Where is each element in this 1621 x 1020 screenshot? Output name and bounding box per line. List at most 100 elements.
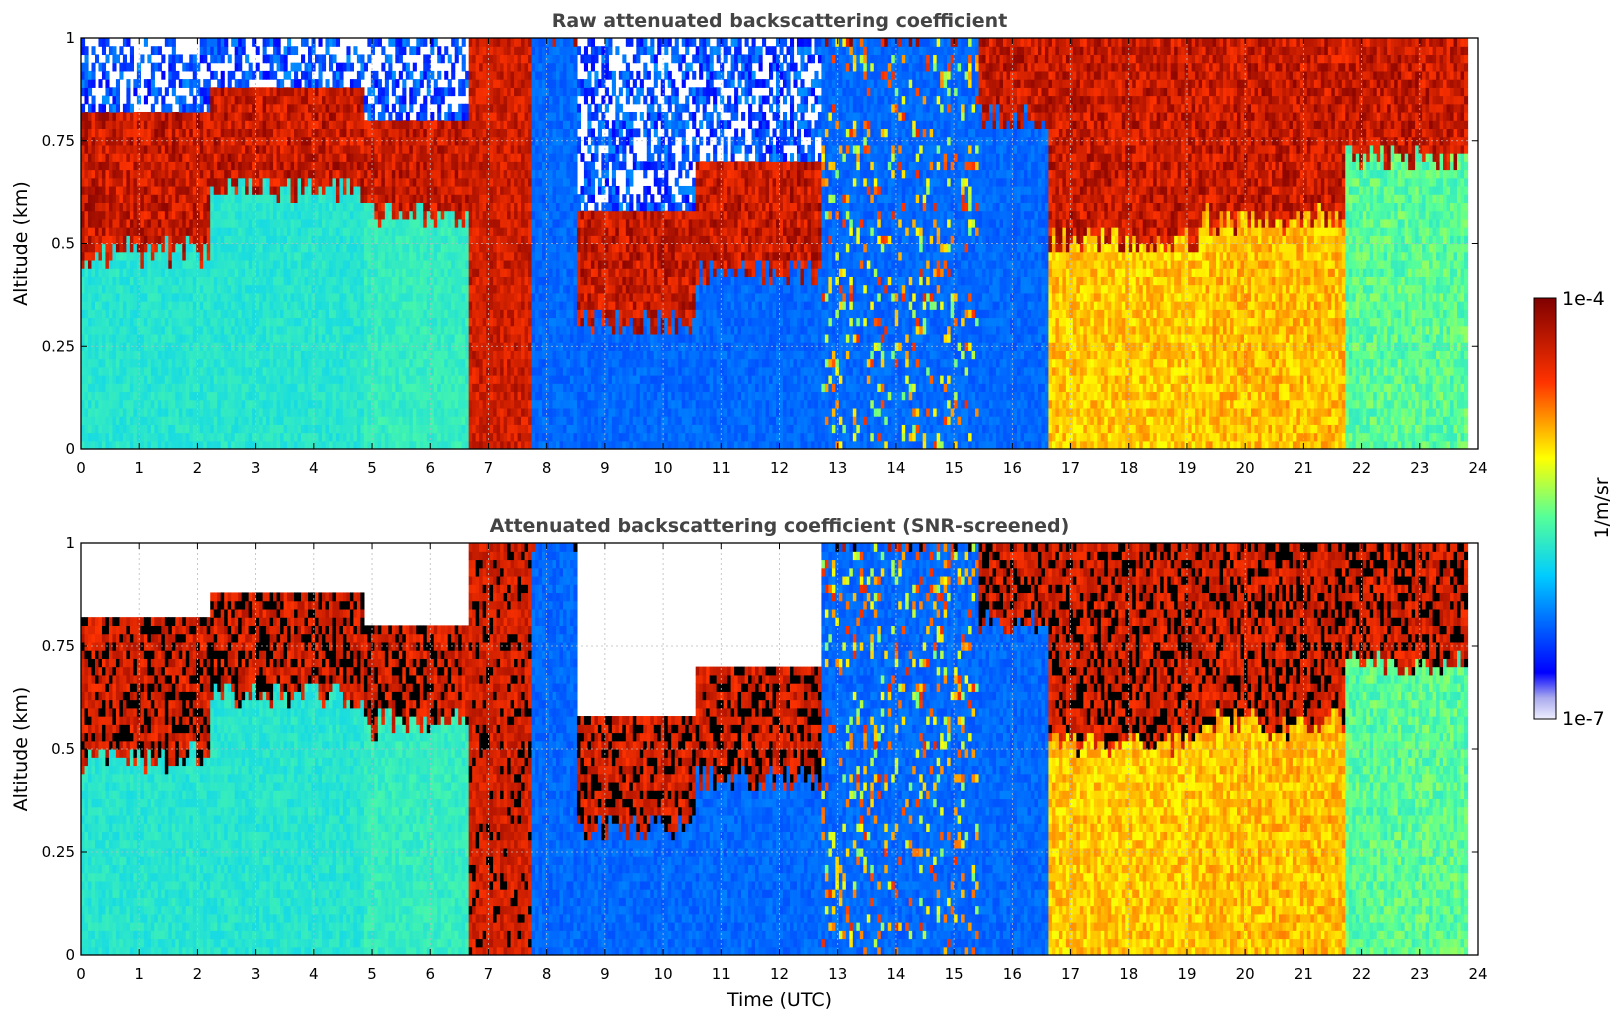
heatmap-cell: [231, 235, 236, 245]
heatmap-cell: [437, 309, 442, 319]
heatmap-cell: [178, 325, 183, 335]
heatmap-cell: [94, 350, 100, 360]
heatmap-cell: [227, 432, 232, 442]
heatmap-cell: [454, 38, 459, 47]
heatmap-cell: [433, 391, 438, 401]
heatmap-cell: [349, 301, 355, 310]
heatmap-cell: [238, 194, 243, 203]
heatmap-cell: [175, 235, 180, 245]
heatmap-cell: [115, 235, 121, 245]
heatmap-cell: [231, 292, 236, 302]
heatmap-cell: [234, 62, 239, 72]
heatmap-cell: [133, 136, 138, 146]
heatmap-cell: [311, 202, 316, 212]
heatmap-cell: [332, 210, 337, 220]
heatmap-cell: [304, 309, 309, 319]
heatmap-cell: [143, 169, 148, 179]
heatmap-cell: [335, 399, 341, 409]
heatmap-cell: [133, 325, 138, 335]
heatmap-cell: [426, 440, 431, 449]
heatmap-cell: [356, 87, 361, 97]
heatmap-cell: [276, 251, 281, 261]
heatmap-cell: [231, 202, 236, 212]
heatmap-cell: [101, 375, 107, 384]
heatmap-cell: [133, 309, 138, 319]
heatmap-cell: [161, 358, 166, 368]
heatmap-cell: [437, 292, 442, 302]
heatmap-cell: [440, 259, 445, 269]
heatmap-cell: [398, 251, 403, 261]
heatmap-cell: [115, 103, 121, 113]
heatmap-cell: [206, 416, 211, 425]
heatmap-cell: [311, 46, 316, 56]
heatmap-cell: [409, 202, 414, 212]
heatmap-cell: [126, 424, 131, 434]
heatmap-cell: [147, 87, 152, 97]
heatmap-cell: [252, 440, 257, 449]
heatmap-cell: [294, 333, 299, 343]
heatmap-cell: [416, 301, 421, 310]
heatmap-cell: [301, 268, 306, 277]
heatmap-cell: [248, 342, 253, 351]
heatmap-cell: [245, 317, 250, 327]
heatmap-cell: [423, 424, 428, 434]
heatmap-cell: [101, 399, 107, 409]
heatmap-cell: [105, 54, 110, 64]
heatmap-cell: [342, 333, 348, 343]
heatmap-cell: [105, 169, 110, 179]
heatmap-cell: [122, 432, 127, 442]
heatmap-cell: [84, 284, 89, 294]
heatmap-cell: [301, 350, 306, 360]
heatmap-cell: [98, 325, 103, 335]
heatmap-cell: [206, 259, 211, 269]
heatmap-cell: [227, 161, 232, 171]
heatmap-cell: [217, 333, 222, 343]
heatmap-cell: [451, 309, 456, 319]
heatmap-cell: [143, 120, 148, 130]
heatmap-cell: [178, 301, 183, 310]
heatmap-cell: [339, 292, 344, 302]
heatmap-cell: [241, 161, 246, 171]
heatmap-cell: [458, 358, 463, 368]
heatmap-cell: [87, 276, 93, 286]
heatmap-cell: [374, 301, 379, 310]
heatmap-cell: [213, 301, 218, 310]
heatmap-cell: [157, 177, 162, 187]
heatmap-cell: [321, 276, 327, 286]
heatmap-cell: [381, 227, 386, 236]
heatmap-cell: [447, 202, 452, 212]
heatmap-cell: [147, 284, 152, 294]
heatmap-cell: [412, 144, 417, 154]
heatmap-cell: [136, 243, 141, 253]
heatmap-cell: [178, 161, 183, 171]
heatmap-cell: [381, 432, 386, 442]
heatmap-cell: [388, 440, 393, 449]
heatmap-cell: [395, 194, 400, 203]
heatmap-cell: [447, 177, 452, 187]
heatmap-cell: [262, 407, 267, 417]
heatmap-cell: [122, 54, 127, 64]
heatmap-cell: [255, 128, 260, 138]
heatmap-cell: [210, 440, 215, 449]
heatmap-cell: [440, 243, 445, 253]
heatmap-cell: [150, 284, 155, 294]
heatmap-cell: [196, 383, 201, 393]
heatmap-cell: [349, 243, 355, 253]
heatmap-cell: [164, 227, 169, 236]
heatmap-cell: [346, 169, 351, 179]
heatmap-cell: [248, 407, 253, 417]
heatmap-cell: [409, 251, 414, 261]
heatmap-cell: [94, 268, 100, 277]
heatmap-cell: [433, 383, 438, 393]
heatmap-cell: [105, 317, 110, 327]
heatmap-cell: [143, 79, 148, 88]
heatmap-cell: [189, 391, 194, 401]
heatmap-cell: [245, 95, 250, 105]
heatmap-cell: [332, 424, 337, 434]
heatmap-cell: [391, 416, 396, 425]
heatmap-cell: [129, 440, 134, 449]
heatmap-cell: [294, 259, 299, 269]
heatmap-cell: [182, 350, 187, 360]
heatmap-cell: [119, 259, 124, 269]
heatmap-cell: [440, 301, 445, 310]
